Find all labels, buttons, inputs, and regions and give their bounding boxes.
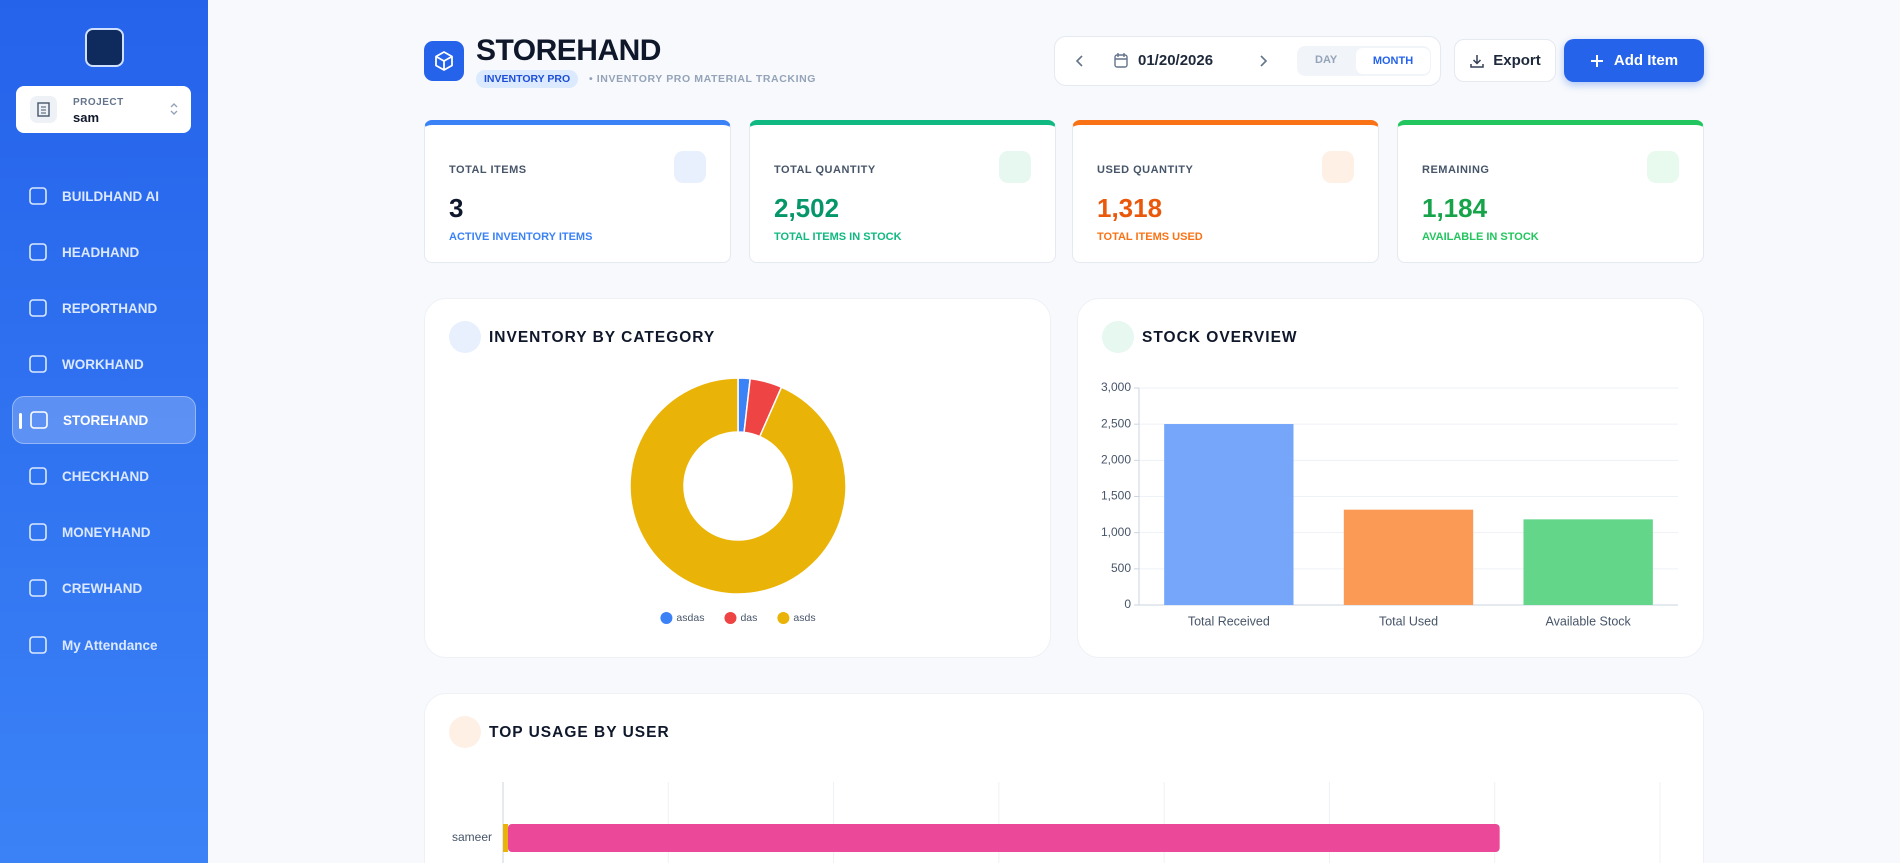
stat-label: REMAINING — [1422, 164, 1490, 176]
nav-item[interactable]: CHECKHAND — [12, 452, 196, 500]
stat-icon — [1647, 151, 1679, 183]
stat-card: USED QUANTITY 1,318 TOTAL ITEMS USED — [1072, 120, 1379, 263]
stat-note: ACTIVE INVENTORY ITEMS — [449, 231, 593, 243]
project-icon — [30, 96, 57, 123]
toggle-month[interactable]: MONTH — [1356, 48, 1430, 74]
project-label: PROJECT — [73, 97, 124, 108]
card-title: INVENTORY BY CATEGORY — [489, 329, 716, 346]
nav-label: My Attendance — [62, 637, 158, 653]
project-name: sam — [73, 110, 100, 125]
nav-item[interactable]: CREWHAND — [12, 564, 196, 612]
toggle-day[interactable]: DAY — [1315, 54, 1338, 66]
nav-item[interactable]: MONEYHAND — [12, 508, 196, 556]
badge: INVENTORY PRO — [476, 70, 579, 88]
category-card: INVENTORY BY CATEGORY — [424, 298, 1051, 658]
nav-item[interactable]: My Attendance — [12, 621, 196, 669]
nav-label: WORKHAND — [62, 356, 144, 372]
stat-card: REMAINING 1,184 AVAILABLE IN STOCK — [1397, 120, 1704, 263]
stat-label: USED QUANTITY — [1097, 164, 1194, 176]
next-date[interactable] — [1256, 52, 1270, 70]
stat-label: TOTAL ITEMS — [449, 164, 527, 176]
stat-note: TOTAL ITEMS IN STOCK — [774, 231, 902, 243]
stat-card: TOTAL QUANTITY 2,502 TOTAL ITEMS IN STOCK — [749, 120, 1056, 263]
card-icon — [449, 716, 481, 748]
nav-label: HEADHAND — [62, 244, 140, 260]
add-item-label: Add Item — [1613, 52, 1679, 69]
card-title: TOP USAGE BY USER — [489, 724, 670, 741]
export-label: Export — [1493, 52, 1541, 69]
nav-item[interactable]: WORKHAND — [12, 340, 196, 388]
stat-value: 1,184 — [1422, 193, 1488, 223]
card-title: STOCK OVERVIEW — [1142, 329, 1298, 346]
subtitle: • INVENTORY PRO MATERIAL TRACKING — [589, 73, 817, 85]
logo[interactable] — [85, 28, 124, 67]
nav-label: REPORTHAND — [62, 300, 158, 316]
card-icon — [449, 321, 481, 353]
nav-item[interactable]: REPORTHAND — [12, 284, 196, 332]
nav-label: MONEYHAND — [62, 524, 151, 540]
calendar-icon — [1114, 53, 1128, 68]
page-title: STOREHAND — [476, 34, 661, 67]
export-button[interactable]: Export — [1454, 39, 1556, 82]
project-selector[interactable]: PROJECT sam — [16, 86, 191, 133]
prev-date[interactable] — [1073, 52, 1087, 70]
nav-item[interactable]: BUILDHAND AI — [12, 172, 196, 220]
stat-icon — [1322, 151, 1354, 183]
stock-card: STOCK OVERVIEW — [1077, 298, 1704, 658]
date-value[interactable]: 01/20/2026 — [1138, 52, 1214, 69]
nav-label: CHECKHAND — [62, 468, 149, 484]
nav-item[interactable]: HEADHAND — [12, 228, 196, 276]
stat-card: TOTAL ITEMS 3 ACTIVE INVENTORY ITEMS — [424, 120, 731, 263]
nav-item[interactable]: STOREHAND — [12, 396, 196, 444]
stat-icon — [674, 151, 706, 183]
stat-note: TOTAL ITEMS USED — [1097, 231, 1203, 243]
nav-label: STOREHAND — [63, 412, 149, 428]
header-icon — [424, 41, 464, 81]
nav-label: CREWHAND — [62, 580, 143, 596]
add-item-button[interactable]: Add Item — [1564, 39, 1704, 82]
stat-label: TOTAL QUANTITY — [774, 164, 876, 176]
stat-note: AVAILABLE IN STOCK — [1422, 231, 1539, 243]
stat-value: 2,502 — [774, 193, 840, 223]
stat-value: 3 — [449, 193, 464, 223]
stat-value: 1,318 — [1097, 193, 1163, 223]
sidebar: PROJECT sam BUILDHAND AI HEADHAND REPORTHA… — [0, 0, 208, 863]
nav-label: BUILDHAND AI — [62, 188, 159, 204]
card-icon — [1102, 321, 1134, 353]
chevron — [170, 103, 178, 115]
stat-icon — [999, 151, 1031, 183]
usage-card: TOP USAGE BY USER — [424, 693, 1704, 863]
